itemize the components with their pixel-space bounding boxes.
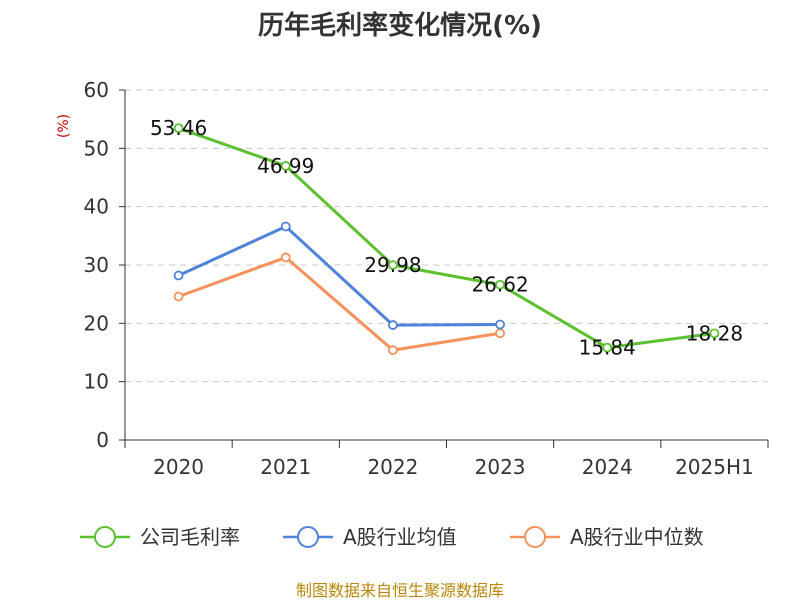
data-point <box>280 252 291 263</box>
y-tick-labels: 0 10 20 30 40 50 60 <box>84 78 109 452</box>
chart-title: 历年毛利率变化情况(%) <box>258 10 542 41</box>
y-axis-unit-label: (%) <box>56 114 72 138</box>
data-point <box>388 320 398 330</box>
legend-item: A股行业中位数 <box>510 525 704 549</box>
data-point <box>495 279 505 290</box>
data-point <box>173 291 184 302</box>
y-tick-label: 60 <box>84 78 109 102</box>
data-label: 46.99 <box>257 154 314 178</box>
data-point <box>280 221 291 232</box>
data-label: 53.46 <box>150 116 207 140</box>
data-label: 29.98 <box>364 253 421 277</box>
y-tick-label: 0 <box>96 428 109 452</box>
data-point <box>495 328 505 339</box>
series-line <box>178 255 501 352</box>
data-point <box>173 123 184 134</box>
legend-label: A股行业中位数 <box>570 525 704 549</box>
source-note: 制图数据来自恒生聚源数据库 <box>296 581 504 600</box>
data-labels: 53.46 46.99 29.98 26.62 15.84 18.28 <box>150 116 743 359</box>
x-tick-labels: 2020 2021 2022 2023 2024 2025H1 <box>153 455 754 479</box>
legend-label: A股行业均值 <box>343 525 457 549</box>
y-tick-label: 20 <box>84 311 109 335</box>
data-point <box>602 342 613 353</box>
data-point <box>388 260 398 271</box>
x-tick-label: 2021 <box>260 455 311 479</box>
data-point <box>709 328 720 339</box>
x-tick-label: 2025H1 <box>675 455 754 479</box>
data-point <box>280 160 291 171</box>
x-tick-label: 2020 <box>153 455 204 479</box>
data-point <box>173 270 184 281</box>
series-line <box>178 126 715 350</box>
data-point <box>495 319 505 330</box>
y-tick-label: 50 <box>84 136 109 160</box>
legend-marker <box>524 526 546 548</box>
y-tick-label: 40 <box>84 195 109 219</box>
data-point <box>388 345 398 356</box>
legend-marker <box>94 526 116 548</box>
data-label: 18.28 <box>686 321 743 345</box>
x-tick-label: 2023 <box>475 455 526 479</box>
series-line <box>177 225 501 327</box>
legend-label: 公司毛利率 <box>140 525 240 549</box>
legend-item: A股行业均值 <box>283 525 457 549</box>
x-tick-label: 2024 <box>582 455 633 479</box>
data-label: 26.62 <box>471 273 528 297</box>
y-tick-label: 10 <box>84 370 109 394</box>
axes <box>119 89 769 448</box>
y-tick-label: 30 <box>84 253 109 277</box>
data-label: 15.84 <box>579 336 636 360</box>
legend: 公司毛利率 A股行业均值 A股行业中位数 <box>80 525 704 549</box>
x-tick-label: 2022 <box>367 455 418 479</box>
series-lines <box>173 123 720 356</box>
legend-item: 公司毛利率 <box>80 525 240 549</box>
legend-marker <box>297 526 319 548</box>
